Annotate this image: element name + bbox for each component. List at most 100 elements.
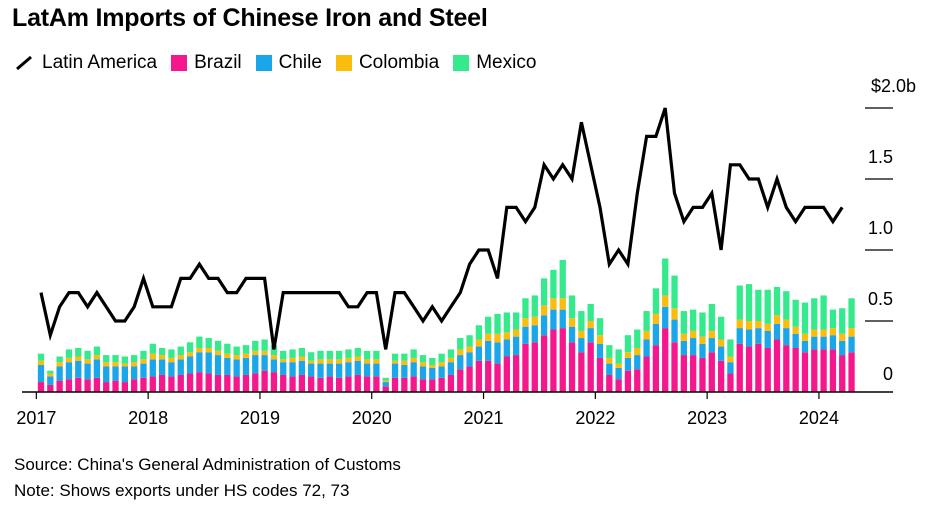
- bar-segment-mexico: [624, 335, 632, 353]
- bar-segment-chile: [410, 362, 417, 377]
- bar-segment-colombia: [559, 298, 566, 310]
- bar-segment-brazil: [801, 352, 809, 392]
- bar-segment-chile: [652, 323, 660, 346]
- bar-segment-mexico: [559, 259, 566, 299]
- bar-segment-colombia: [308, 360, 315, 364]
- bar-segment-chile: [84, 363, 91, 380]
- bar-segment-mexico: [699, 312, 706, 337]
- x-tick-label: 2022: [575, 408, 615, 428]
- bar-segment-mexico: [401, 353, 408, 361]
- bar-segment-colombia: [624, 352, 632, 358]
- bar-segment-mexico: [224, 343, 231, 354]
- bar-segment-chile: [345, 362, 352, 377]
- bar-segment-chile: [298, 360, 306, 375]
- bar-segment-colombia: [84, 359, 91, 364]
- bar-segment-colombia: [699, 336, 706, 344]
- bar-segment-brazil: [578, 352, 585, 392]
- bar-segment-colombia: [736, 319, 743, 329]
- bar-segment-chile: [438, 366, 445, 378]
- bar-segment-chile: [634, 355, 641, 370]
- bar-segment-mexico: [308, 352, 315, 361]
- bar-segment-mexico: [447, 349, 455, 358]
- bar-segment-colombia: [47, 373, 54, 377]
- bar-segment-colombia: [242, 353, 250, 358]
- series-line-latin-america: [39, 107, 844, 350]
- bar-segment-mexico: [65, 349, 73, 358]
- bar-segment-brazil: [196, 372, 203, 392]
- bar-segment-brazil: [568, 342, 576, 392]
- bar-segment-chile: [745, 329, 753, 347]
- bar-segment-brazil: [103, 382, 110, 392]
- bar-segment-colombia: [261, 350, 268, 356]
- bar-segment-colombia: [93, 355, 101, 360]
- bar-segment-brazil: [140, 377, 147, 392]
- bar-segment-colombia: [540, 305, 548, 316]
- bar-segment-brazil: [121, 382, 128, 392]
- bar-segment-mexico: [829, 309, 837, 329]
- bar-segment-brazil: [354, 374, 361, 392]
- bar-segment-chile: [624, 357, 632, 371]
- bar-segment-mexico: [764, 289, 771, 324]
- bar-segment-colombia: [205, 347, 212, 353]
- bar-segment-chile: [615, 367, 622, 380]
- bar-segment-brazil: [662, 328, 669, 392]
- bar-segment-mexico: [783, 291, 790, 320]
- bar-segment-brazil: [475, 360, 483, 392]
- bar-segment-mexico: [717, 316, 725, 340]
- bar-segment-brazil: [652, 345, 660, 392]
- bar-segment-mexico: [615, 349, 622, 364]
- bar-segment-brazil: [280, 374, 287, 392]
- bar-segment-chile: [56, 366, 63, 381]
- bar-segment-chile: [47, 376, 54, 385]
- x-tick-label: 2018: [128, 408, 168, 428]
- bar-segment-brazil: [233, 376, 240, 392]
- bar-segment-colombia: [550, 298, 557, 310]
- bar-segment-brazil: [382, 386, 389, 392]
- x-tick-label: 2019: [240, 408, 280, 428]
- bar-segment-mexico: [37, 353, 45, 361]
- bar-segment-brazil: [624, 370, 632, 392]
- x-tick-label: 2020: [352, 408, 392, 428]
- bar-segment-mexico: [363, 350, 371, 360]
- bar-segment-colombia: [177, 355, 184, 360]
- bar-segment-chile: [140, 363, 147, 378]
- bar-segment-mexico: [671, 275, 678, 309]
- bar-segment-mexico: [652, 288, 660, 314]
- bar-segment-mexico: [373, 350, 380, 360]
- y-tick-label: 1.5: [868, 147, 893, 167]
- legend-item-brazil: Brazil: [171, 52, 242, 74]
- bar-segment-brazil: [177, 374, 184, 392]
- bar-segment-brazil: [401, 377, 408, 392]
- bar-segment-chile: [559, 309, 566, 329]
- bar-segment-brazil: [410, 376, 417, 392]
- bar-segment-colombia: [755, 321, 762, 329]
- bar-segment-chile: [177, 359, 184, 375]
- bar-segment-chile: [773, 323, 781, 340]
- bar-segment-colombia: [345, 357, 352, 363]
- bar-segment-chile: [270, 359, 278, 373]
- y-tick-label: 1.0: [868, 218, 893, 238]
- bar-segment-colombia: [829, 328, 837, 336]
- bar-segment-chile: [391, 363, 399, 378]
- y-tick-label: $2.0b: [871, 76, 916, 96]
- bar-segment-chile: [708, 338, 715, 353]
- bar-segment-chile: [503, 339, 510, 357]
- chart-title: LatAm Imports of Chinese Iron and Steel: [12, 4, 488, 32]
- bar-segment-brazil: [224, 374, 231, 392]
- bar-segment-colombia: [652, 313, 660, 324]
- bar-segment-brazil: [522, 343, 529, 392]
- bar-segment-colombia: [745, 321, 753, 330]
- bar-segment-mexico: [587, 303, 594, 321]
- bar-segment-brazil: [298, 374, 306, 392]
- bar-segment-colombia: [335, 359, 343, 364]
- legend-label: Latin America: [42, 52, 158, 73]
- bar-segment-chile: [475, 346, 483, 361]
- bar-segment-chile: [419, 366, 427, 380]
- bar-segment-colombia: [680, 333, 687, 341]
- bar-segment-colombia: [224, 353, 231, 358]
- bar-segment-chile: [792, 333, 799, 348]
- bar-segment-colombia: [186, 352, 194, 357]
- bar-segment-brazil: [513, 355, 520, 392]
- bar-segment-chile: [280, 362, 287, 375]
- bar-segment-brazil: [261, 370, 268, 392]
